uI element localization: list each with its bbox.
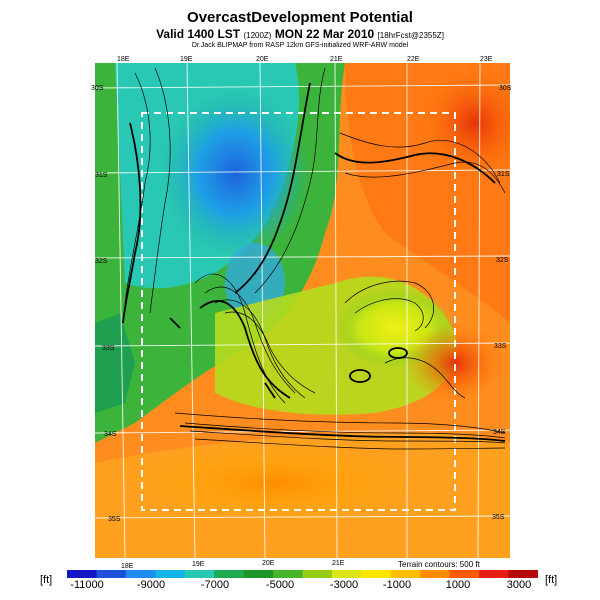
forecast-info: [18hrFcst@2355Z] bbox=[377, 31, 444, 40]
top-lon-label: 18E bbox=[117, 56, 130, 63]
map-subtitle: Valid 1400 LST (1200Z) MON 22 Mar 2010 [… bbox=[0, 27, 600, 41]
map-title: OvercastDevelopment Potential bbox=[187, 9, 413, 26]
colorbar bbox=[67, 570, 538, 578]
right-lat-label: 34S bbox=[493, 429, 506, 436]
right-lat-label: 35S bbox=[492, 514, 505, 521]
colorbar-swatch bbox=[302, 570, 333, 578]
bottom-lon-label: 20E bbox=[262, 560, 275, 567]
graticule bbox=[95, 63, 510, 558]
colorbar-swatch bbox=[243, 570, 274, 578]
top-lon-label: 21E bbox=[330, 56, 343, 63]
colorbar-swatch bbox=[67, 570, 97, 578]
colorbar-swatch bbox=[184, 570, 215, 578]
right-lat-label: 33S bbox=[494, 343, 507, 350]
colorbar-swatch bbox=[331, 570, 362, 578]
west-coast-green bbox=[95, 313, 135, 413]
top-lon-label: 19E bbox=[180, 56, 193, 63]
utc-time: (1200Z) bbox=[243, 31, 272, 40]
terrain-contour-note: Terrain contours: 500 ft bbox=[398, 560, 480, 569]
top-lon-label: 22E bbox=[407, 56, 420, 63]
colorbar-label: -7000 bbox=[200, 579, 230, 591]
colorbar-label: 1000 bbox=[445, 579, 471, 591]
colorbar-label: -1000 bbox=[382, 579, 412, 591]
right-lat-label: 30S bbox=[499, 85, 512, 92]
colorbar-swatch bbox=[390, 570, 421, 578]
left-lat-label: 35S bbox=[108, 516, 121, 523]
bottom-lon-label: 19E bbox=[192, 561, 205, 568]
top-lon-label: 20E bbox=[256, 56, 269, 63]
model-credit: Dr.Jack BLIPMAP from RASP 12km GFS-initi… bbox=[191, 42, 409, 49]
colorbar-label: -9000 bbox=[136, 579, 166, 591]
left-lat-label: 30S bbox=[91, 85, 104, 92]
colorbar-swatch bbox=[361, 570, 392, 578]
valid-date: MON 22 Mar 2010 bbox=[274, 27, 375, 41]
terrain-contours-major bbox=[122, 82, 506, 442]
valid-time: Valid 1400 LST bbox=[156, 27, 241, 41]
colorbar-swatch bbox=[96, 570, 127, 578]
left-lat-label: 34S bbox=[104, 431, 117, 438]
colorbar-swatch bbox=[420, 570, 451, 578]
left-lat-label: 32S bbox=[95, 258, 108, 265]
left-lat-label: 31S bbox=[95, 172, 108, 179]
inner-domain-box bbox=[141, 112, 456, 511]
colorbar-unit-right: [ft] bbox=[545, 574, 558, 586]
overcast-potential-map bbox=[95, 63, 510, 558]
colorbar-label: -11000 bbox=[70, 579, 104, 591]
right-lat-label: 32S bbox=[496, 257, 509, 264]
colorbar-swatch bbox=[508, 570, 538, 578]
terrain-contours bbox=[124, 67, 506, 450]
colorbar-swatch bbox=[125, 570, 156, 578]
colorbar-swatch bbox=[155, 570, 186, 578]
left-lat-label: 33S bbox=[102, 345, 115, 352]
colorbar-unit-left: [ft] bbox=[40, 574, 53, 586]
south-orange bbox=[135, 443, 415, 523]
bottom-lon-label: 21E bbox=[332, 560, 345, 567]
colorbar-label: -3000 bbox=[329, 579, 359, 591]
colorbar-label: 3000 bbox=[506, 579, 532, 591]
bottom-lon-label: 18E bbox=[121, 563, 134, 570]
colorbar-label: -5000 bbox=[265, 579, 295, 591]
colorbar-swatch bbox=[479, 570, 510, 578]
top-lon-label: 23E bbox=[480, 56, 493, 63]
colorbar-swatch bbox=[449, 570, 480, 578]
colorbar-swatch bbox=[273, 570, 303, 578]
right-lat-label: 31S bbox=[497, 171, 510, 178]
colorbar-swatch bbox=[214, 570, 245, 578]
blue-region bbox=[160, 88, 310, 258]
